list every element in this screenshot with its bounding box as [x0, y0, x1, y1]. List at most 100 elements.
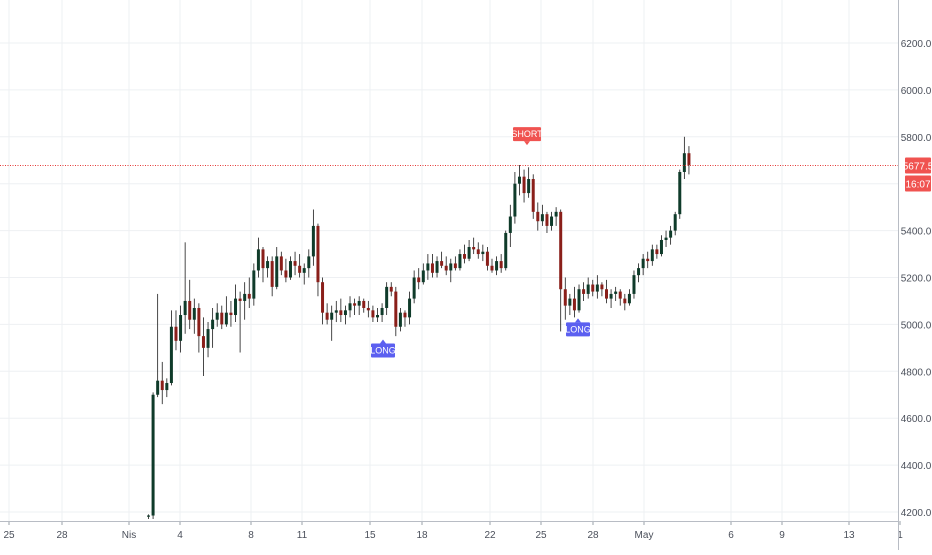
- current-price-line: 5677.5 16:07: [0, 157, 932, 192]
- x-tick-label: 8: [248, 530, 254, 541]
- candle-body: [330, 312, 334, 320]
- candle-body: [453, 263, 457, 269]
- x-tick-label: Nis: [122, 530, 136, 541]
- countdown-label: 16:07: [905, 180, 930, 191]
- candle-body: [673, 214, 677, 231]
- candle-body: [646, 258, 650, 262]
- candle-body: [499, 261, 503, 269]
- y-tick-label: 4200.0: [901, 508, 932, 519]
- candle-body: [554, 211, 558, 217]
- y-tick-label: 4600.0: [901, 414, 932, 425]
- signal-pointer: [575, 318, 581, 323]
- candle-body: [334, 310, 338, 313]
- signal-box: [566, 322, 590, 337]
- candle-body: [572, 298, 576, 311]
- signal-label: SHORT: [511, 129, 543, 139]
- candle-body: [508, 216, 512, 233]
- x-tick-label: 22: [484, 530, 496, 541]
- candle-body: [426, 263, 430, 271]
- candle-body: [536, 211, 540, 222]
- candle-body: [211, 319, 215, 330]
- candle-body: [234, 298, 238, 316]
- candle-body: [412, 277, 416, 299]
- candle-body: [463, 254, 467, 259]
- candle-body: [220, 312, 224, 325]
- candle-body: [165, 383, 169, 391]
- x-tick-label: 15: [364, 530, 376, 541]
- candle-body: [366, 307, 370, 311]
- x-tick-label: 25: [535, 530, 547, 541]
- candle-body: [156, 380, 160, 395]
- candle-body: [371, 310, 375, 318]
- candle-body: [224, 312, 228, 325]
- candle-body: [600, 284, 604, 290]
- y-tick-label: 6200.0: [901, 39, 932, 50]
- candle-body: [284, 270, 288, 278]
- candle-body: [435, 261, 439, 273]
- candle-body: [197, 307, 201, 337]
- candle-body: [394, 291, 398, 327]
- x-tick-label: 13: [843, 530, 855, 541]
- y-tick-label: 5800.0: [901, 133, 932, 144]
- candle-body: [179, 315, 183, 341]
- candle-body: [302, 268, 306, 273]
- candle-body: [174, 326, 178, 341]
- candle-body: [307, 256, 311, 269]
- candle-body: [325, 312, 329, 320]
- candle-body: [339, 310, 343, 316]
- candle-body: [467, 247, 471, 259]
- candle-body: [440, 261, 444, 266]
- candle-body: [641, 258, 645, 269]
- candle-body: [188, 300, 192, 320]
- x-tick-label: 28: [587, 530, 599, 541]
- candle-body: [563, 289, 567, 306]
- candle-body: [655, 249, 659, 255]
- signal-pointer: [524, 141, 530, 146]
- candle-body: [421, 270, 425, 283]
- candle-body: [380, 307, 384, 316]
- candle-body: [632, 275, 636, 294]
- grid: [0, 0, 898, 521]
- candle-body: [504, 232, 508, 269]
- candle-body: [527, 179, 531, 194]
- candle-body: [485, 251, 489, 266]
- candle-body: [362, 300, 366, 308]
- signal-box: [513, 127, 541, 142]
- candle-body: [243, 293, 247, 301]
- candle-body: [495, 261, 499, 271]
- current-price-badge: [905, 157, 931, 174]
- candle-body: [559, 211, 563, 290]
- candle-body: [229, 312, 233, 316]
- candle-body: [275, 256, 279, 287]
- candle-body: [256, 249, 260, 271]
- candle-body: [348, 303, 352, 311]
- candle-body: [678, 171, 682, 215]
- x-tick-label: 11: [297, 530, 308, 541]
- candle-body: [385, 286, 389, 308]
- candle-body: [618, 291, 622, 299]
- candle-body: [247, 293, 251, 299]
- candle-body: [417, 277, 421, 283]
- candle-body: [403, 312, 407, 318]
- candle-body: [664, 237, 668, 240]
- signal-pointer: [380, 339, 386, 344]
- candle-body: [215, 312, 219, 320]
- candle-body: [595, 284, 599, 292]
- candle-body: [206, 329, 210, 348]
- candle-body: [458, 254, 462, 269]
- candle-body: [201, 336, 205, 348]
- y-tick-label: 4800.0: [901, 367, 932, 378]
- candle-body: [169, 326, 173, 384]
- candle-body: [614, 291, 618, 294]
- x-tick-label: 18: [416, 530, 428, 541]
- candle-body: [160, 380, 164, 391]
- candle-body: [298, 265, 302, 273]
- candle-body: [550, 216, 554, 226]
- candle-body: [279, 256, 283, 271]
- candle-body: [531, 179, 535, 212]
- candle-body: [637, 268, 641, 276]
- signal-box: [371, 343, 395, 358]
